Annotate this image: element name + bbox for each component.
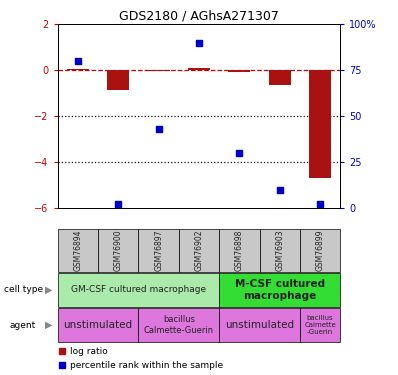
Text: M-CSF cultured
macrophage: M-CSF cultured macrophage: [235, 279, 325, 301]
Bar: [188, 68, 210, 70]
Text: unstimulated: unstimulated: [225, 320, 294, 330]
Bar: [148, 70, 170, 71]
Text: GSM76894: GSM76894: [73, 230, 82, 271]
Text: bacillus
Calmette-Guerin: bacillus Calmette-Guerin: [144, 315, 214, 335]
Text: cell type: cell type: [4, 285, 43, 294]
Bar: [179, 229, 219, 272]
Point: [196, 40, 202, 46]
Text: log ratio: log ratio: [70, 346, 108, 355]
Bar: [300, 308, 340, 342]
Bar: [58, 308, 139, 342]
Bar: [67, 69, 89, 70]
Text: GM-CSF cultured macrophage: GM-CSF cultured macrophage: [71, 285, 206, 294]
Bar: [219, 273, 340, 307]
Bar: [98, 229, 139, 272]
Text: bacillus
Calmette
-Guerin: bacillus Calmette -Guerin: [304, 315, 336, 335]
Point: [75, 348, 82, 354]
Point: [236, 150, 242, 156]
Text: GSM76902: GSM76902: [195, 230, 203, 271]
Text: percentile rank within the sample: percentile rank within the sample: [70, 361, 224, 370]
Point: [277, 187, 283, 193]
Text: GDS2180 / AGhsA271307: GDS2180 / AGhsA271307: [119, 9, 279, 22]
Text: agent: agent: [10, 321, 36, 330]
Text: ▶: ▶: [45, 285, 52, 295]
Text: GSM76899: GSM76899: [316, 230, 325, 271]
Bar: [259, 229, 300, 272]
Bar: [269, 70, 291, 85]
Bar: [58, 229, 98, 272]
Text: unstimulated: unstimulated: [64, 320, 133, 330]
Bar: [107, 70, 129, 90]
Point: [75, 362, 82, 368]
Bar: [219, 308, 300, 342]
Point: [156, 126, 162, 132]
Bar: [139, 308, 219, 342]
Point: [317, 201, 323, 207]
Bar: [309, 70, 331, 178]
Bar: [228, 70, 250, 72]
Text: GSM76900: GSM76900: [114, 230, 123, 271]
Bar: [58, 273, 219, 307]
Bar: [300, 229, 340, 272]
Bar: [139, 229, 179, 272]
Text: ▶: ▶: [45, 320, 52, 330]
Text: GSM76897: GSM76897: [154, 230, 163, 271]
Text: GSM76898: GSM76898: [235, 230, 244, 271]
Point: [115, 201, 121, 207]
Point: [75, 58, 81, 64]
Text: GSM76903: GSM76903: [275, 230, 284, 271]
Bar: [219, 229, 259, 272]
